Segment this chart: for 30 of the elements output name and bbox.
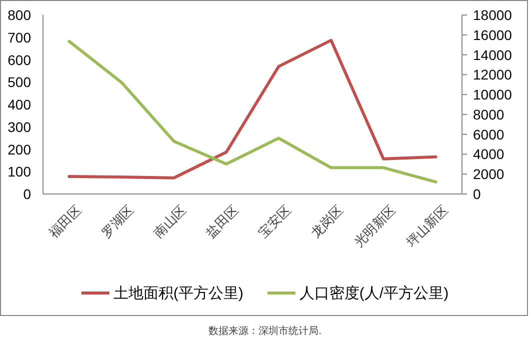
y2-tick-label: 12000 <box>473 66 512 83</box>
y-tick-label: 500 <box>8 74 32 90</box>
legend-label: 土地面积(平方公里) <box>113 285 244 302</box>
y2-tick-label: 18000 <box>473 7 512 23</box>
y-tick-label: 400 <box>8 96 32 112</box>
y2-tick-label: 10000 <box>473 86 512 103</box>
y-tick-label: 200 <box>8 141 32 158</box>
x-tick-label: 坪山新区 <box>402 202 451 250</box>
y-tick-label: 300 <box>8 118 32 135</box>
y-tick-label: 600 <box>8 52 32 68</box>
x-tick-label: 罗湖区 <box>98 202 136 240</box>
y2-tick-label: 14000 <box>473 46 512 63</box>
x-tick-label: 南山区 <box>150 202 189 240</box>
x-tick-label: 龙岗区 <box>308 202 346 240</box>
y2-tick-label: 4000 <box>473 146 504 162</box>
y2-tick-label: 2000 <box>473 166 504 182</box>
x-tick-label: 盐田区 <box>203 202 242 240</box>
y-tick-label: 0 <box>23 186 32 202</box>
y2-tick-label: 8000 <box>473 106 504 122</box>
x-tick-label: 福田区 <box>46 202 84 240</box>
y-tick-label: 100 <box>8 164 32 180</box>
y-tick-label: 800 <box>8 7 32 23</box>
x-tick-label: 光明新区 <box>350 202 398 250</box>
source-note: 数据来源：深圳市统计局. <box>208 325 322 337</box>
x-tick-label: 宝安区 <box>255 202 294 240</box>
y2-tick-label: 0 <box>473 186 481 202</box>
y2-tick-label: 16000 <box>473 26 512 43</box>
y-tick-label: 700 <box>8 29 32 46</box>
y2-tick-label: 6000 <box>473 126 504 142</box>
legend-label: 人口密度(人/平方公里) <box>299 285 449 302</box>
